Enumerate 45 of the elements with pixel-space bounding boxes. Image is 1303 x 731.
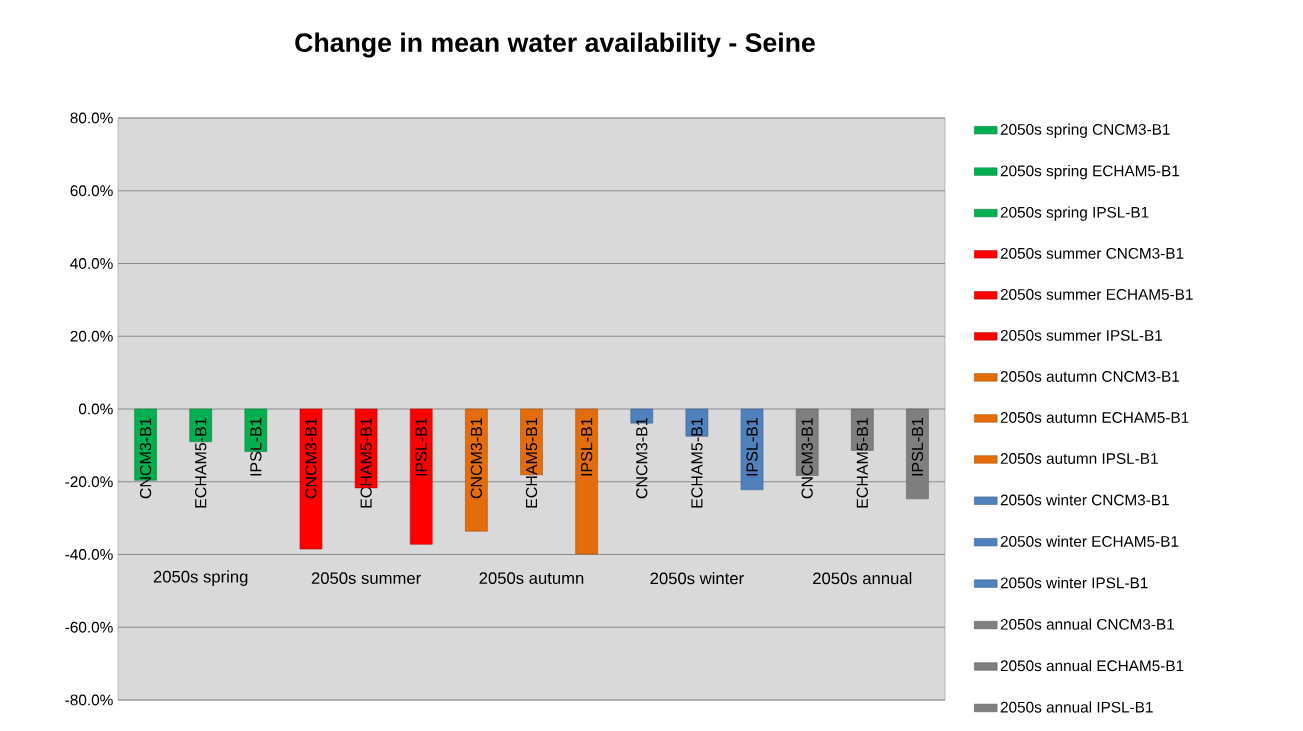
y-tick-label: 20.0% bbox=[70, 330, 113, 342]
x-tick-label: CNCM3-B1 bbox=[139, 418, 152, 499]
y-tick-label: 60.0% bbox=[70, 185, 113, 197]
annotation: 2050s spring bbox=[153, 570, 248, 586]
legend-label: 2050s summer IPSL-B1 bbox=[1000, 330, 1163, 341]
x-tick-label: IPSL-B1 bbox=[250, 418, 262, 476]
x-tick-label: ECHAM5-B1 bbox=[195, 418, 207, 508]
x-tick-label: CNCM3-B1 bbox=[305, 418, 317, 499]
legend-label: 2050s winter ECHAM5-B1 bbox=[1000, 535, 1179, 547]
y-tick-label: 80.0% bbox=[70, 112, 113, 124]
chart-title: Change in mean water availability - Seine bbox=[295, 32, 815, 58]
x-tick-label: ECHAM5-B1 bbox=[360, 418, 372, 508]
y-tick-label: -20.0% bbox=[65, 476, 113, 488]
legend-label: 2050s annual ECHAM5-B1 bbox=[1000, 659, 1184, 672]
y-tick-label: 40.0% bbox=[70, 258, 113, 269]
legend-label: 2050s autumn IPSL-B1 bbox=[1000, 453, 1158, 464]
legend-label: 2050s spring CNCM3-B1 bbox=[1000, 123, 1170, 138]
x-tick-label: CNCM3-B1 bbox=[470, 418, 483, 499]
legend-label: 2050s autumn ECHAM5-B1 bbox=[1000, 412, 1189, 423]
annotation: 2050s summer bbox=[311, 572, 421, 585]
legend-label: 2050s spring ECHAM5-B1 bbox=[1000, 165, 1180, 180]
annotation: 2050s annual bbox=[813, 572, 912, 585]
x-tick-label: IPSL-B1 bbox=[911, 418, 924, 476]
x-tick-label: ECHAM5-B1 bbox=[856, 418, 868, 508]
x-tick-label: IPSL-B1 bbox=[415, 418, 427, 476]
x-tick-label: CNCM3-B1 bbox=[636, 418, 648, 499]
legend-label: 2050s annual CNCM3-B1 bbox=[1000, 618, 1174, 630]
y-tick-label: -60.0% bbox=[65, 621, 113, 633]
legend-label: 2050s winter IPSL-B1 bbox=[1000, 577, 1148, 589]
legend-label: 2050s autumn CNCM3-B1 bbox=[1000, 371, 1180, 382]
annotation: 2050s winter bbox=[650, 572, 744, 585]
y-tick-label: 0.0% bbox=[78, 403, 113, 415]
legend-label: 2050s summer ECHAM5-B1 bbox=[1000, 288, 1193, 300]
y-tick-label: -80.0% bbox=[65, 694, 113, 706]
legend-label: 2050s annual IPSL-B1 bbox=[1000, 701, 1153, 713]
x-tick-label: IPSL-B1 bbox=[746, 418, 758, 476]
x-tick-label: CNCM3-B1 bbox=[801, 418, 813, 499]
x-tick-label: IPSL-B1 bbox=[580, 418, 593, 476]
annotation: 2050s autumn bbox=[479, 572, 584, 585]
y-tick-label: -40.0% bbox=[65, 549, 113, 560]
x-tick-label: ECHAM5-B1 bbox=[691, 418, 703, 508]
legend-label: 2050s spring IPSL-B1 bbox=[1000, 206, 1149, 221]
legend-label: 2050s winter CNCM3-B1 bbox=[1000, 494, 1169, 506]
legend-label: 2050s summer CNCM3-B1 bbox=[1000, 247, 1184, 259]
x-tick-label: ECHAM5-B1 bbox=[525, 418, 538, 508]
